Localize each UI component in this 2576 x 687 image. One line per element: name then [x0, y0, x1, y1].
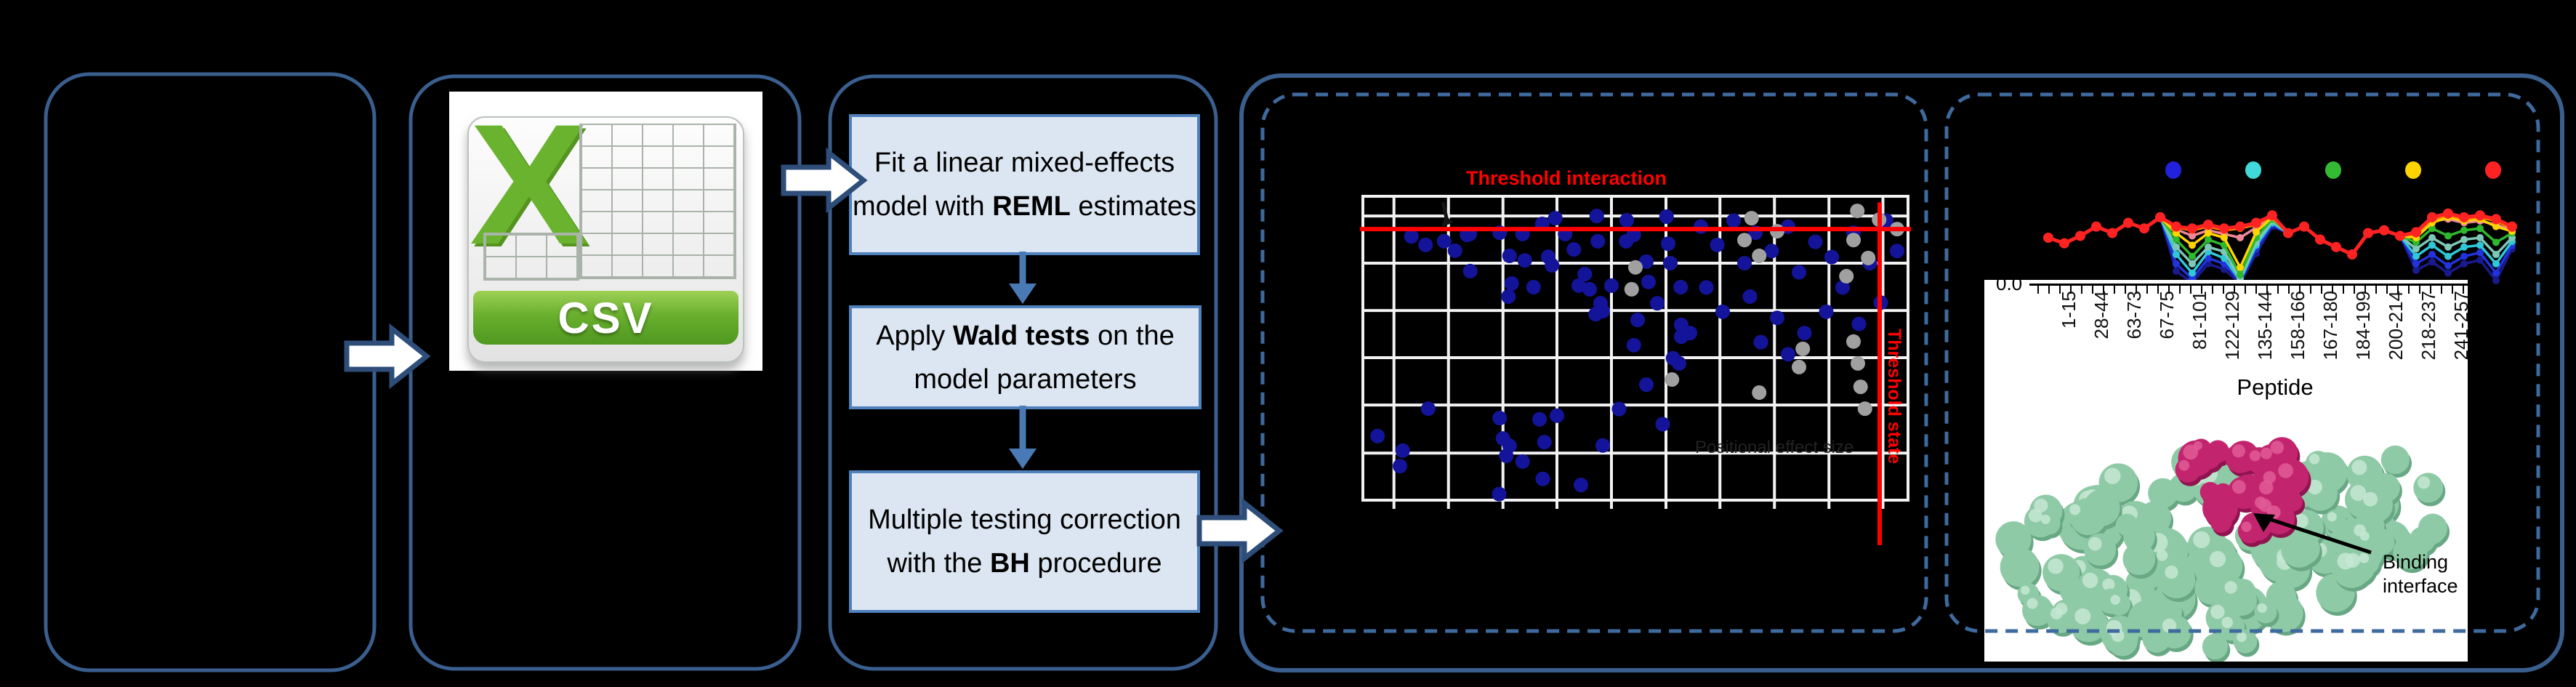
legend-dot-2 [2325, 161, 2341, 179]
peptide-label: 67-75 [2156, 291, 2178, 340]
x-axis-line [2029, 284, 2468, 286]
arrow-panel3-to-panel4 [1196, 497, 1284, 564]
peptide-label: 1-15 [2058, 291, 2080, 329]
x-tick [2375, 286, 2377, 294]
x-tick [2179, 286, 2181, 294]
legend-dot-4 [2485, 161, 2501, 179]
step-3: Multiple testing correction with the BH … [849, 470, 1200, 613]
y-axis-tick-label: 0.0 [1996, 280, 2023, 294]
threshold-state-label: Threshold state [1884, 329, 1904, 465]
csv-band: CSV [473, 291, 738, 345]
protein-surface-green [1995, 444, 2450, 662]
protein-structure-image [1995, 437, 2450, 662]
spreadsheet-grid-small-icon [483, 233, 579, 281]
peptide-label: 241-257 [2450, 291, 2468, 361]
x-tick [2146, 286, 2148, 294]
peptide-label: 167-180 [2319, 291, 2341, 361]
legend-dot-1 [2245, 161, 2261, 179]
peptide-label: 81-101 [2189, 291, 2210, 350]
legend-dot-3 [2405, 161, 2421, 179]
x-tick [2114, 286, 2115, 294]
panel-1-border [44, 72, 377, 672]
peptide-label: 28-44 [2090, 291, 2112, 340]
x-tick [2212, 286, 2213, 294]
arrow-panel1-to-panel2 [344, 323, 431, 390]
x-tick [2310, 286, 2311, 294]
step-1: Fit a linear mixed-effects model with RE… [849, 114, 1200, 255]
deuterium-uptake-line-chart [2043, 208, 2517, 287]
arrow-step2-to-step3 [1009, 406, 1037, 469]
csv-file-icon: X CSV [467, 116, 744, 363]
binding-interface-label: Binding interface [2383, 551, 2458, 597]
x-tick [2081, 286, 2082, 294]
x-tick [2245, 286, 2246, 294]
x-tick [2048, 286, 2050, 294]
x-tick [2037, 286, 2039, 294]
x-tick [2343, 286, 2344, 294]
peptide-axis-and-structure-block: 0.0 1-15 28-44 63-73 67-75 81-101 122-129 135-… [1984, 280, 2468, 662]
peptide-label: 158-166 [2287, 291, 2309, 361]
positional-effect-size-label: Positional effect size [1695, 438, 1854, 457]
legend-dot-0 [2165, 161, 2181, 179]
x-tick [2408, 286, 2410, 294]
peptide-label: 200-214 [2385, 291, 2407, 361]
peptide-label: 122-129 [2221, 291, 2243, 361]
peptide-label: 63-73 [2123, 291, 2145, 340]
volcano-scatter-plot [1360, 195, 1911, 545]
peptide-label: 135-144 [2254, 291, 2276, 361]
x-tick [2441, 286, 2442, 294]
spreadsheet-grid-icon [579, 124, 736, 279]
csv-label: CSV [558, 293, 654, 342]
peptide-axis-title: Peptide [2237, 374, 2314, 400]
threshold-interaction-label: Threshold interaction [1465, 167, 1667, 189]
peptide-label: 218-237 [2418, 291, 2439, 361]
peptide-label: 184-199 [2352, 291, 2374, 361]
x-tick [2277, 286, 2279, 294]
arrow-step1-to-step2 [1009, 252, 1037, 304]
step-2: Apply Wald tests on the model parameters [849, 305, 1202, 409]
